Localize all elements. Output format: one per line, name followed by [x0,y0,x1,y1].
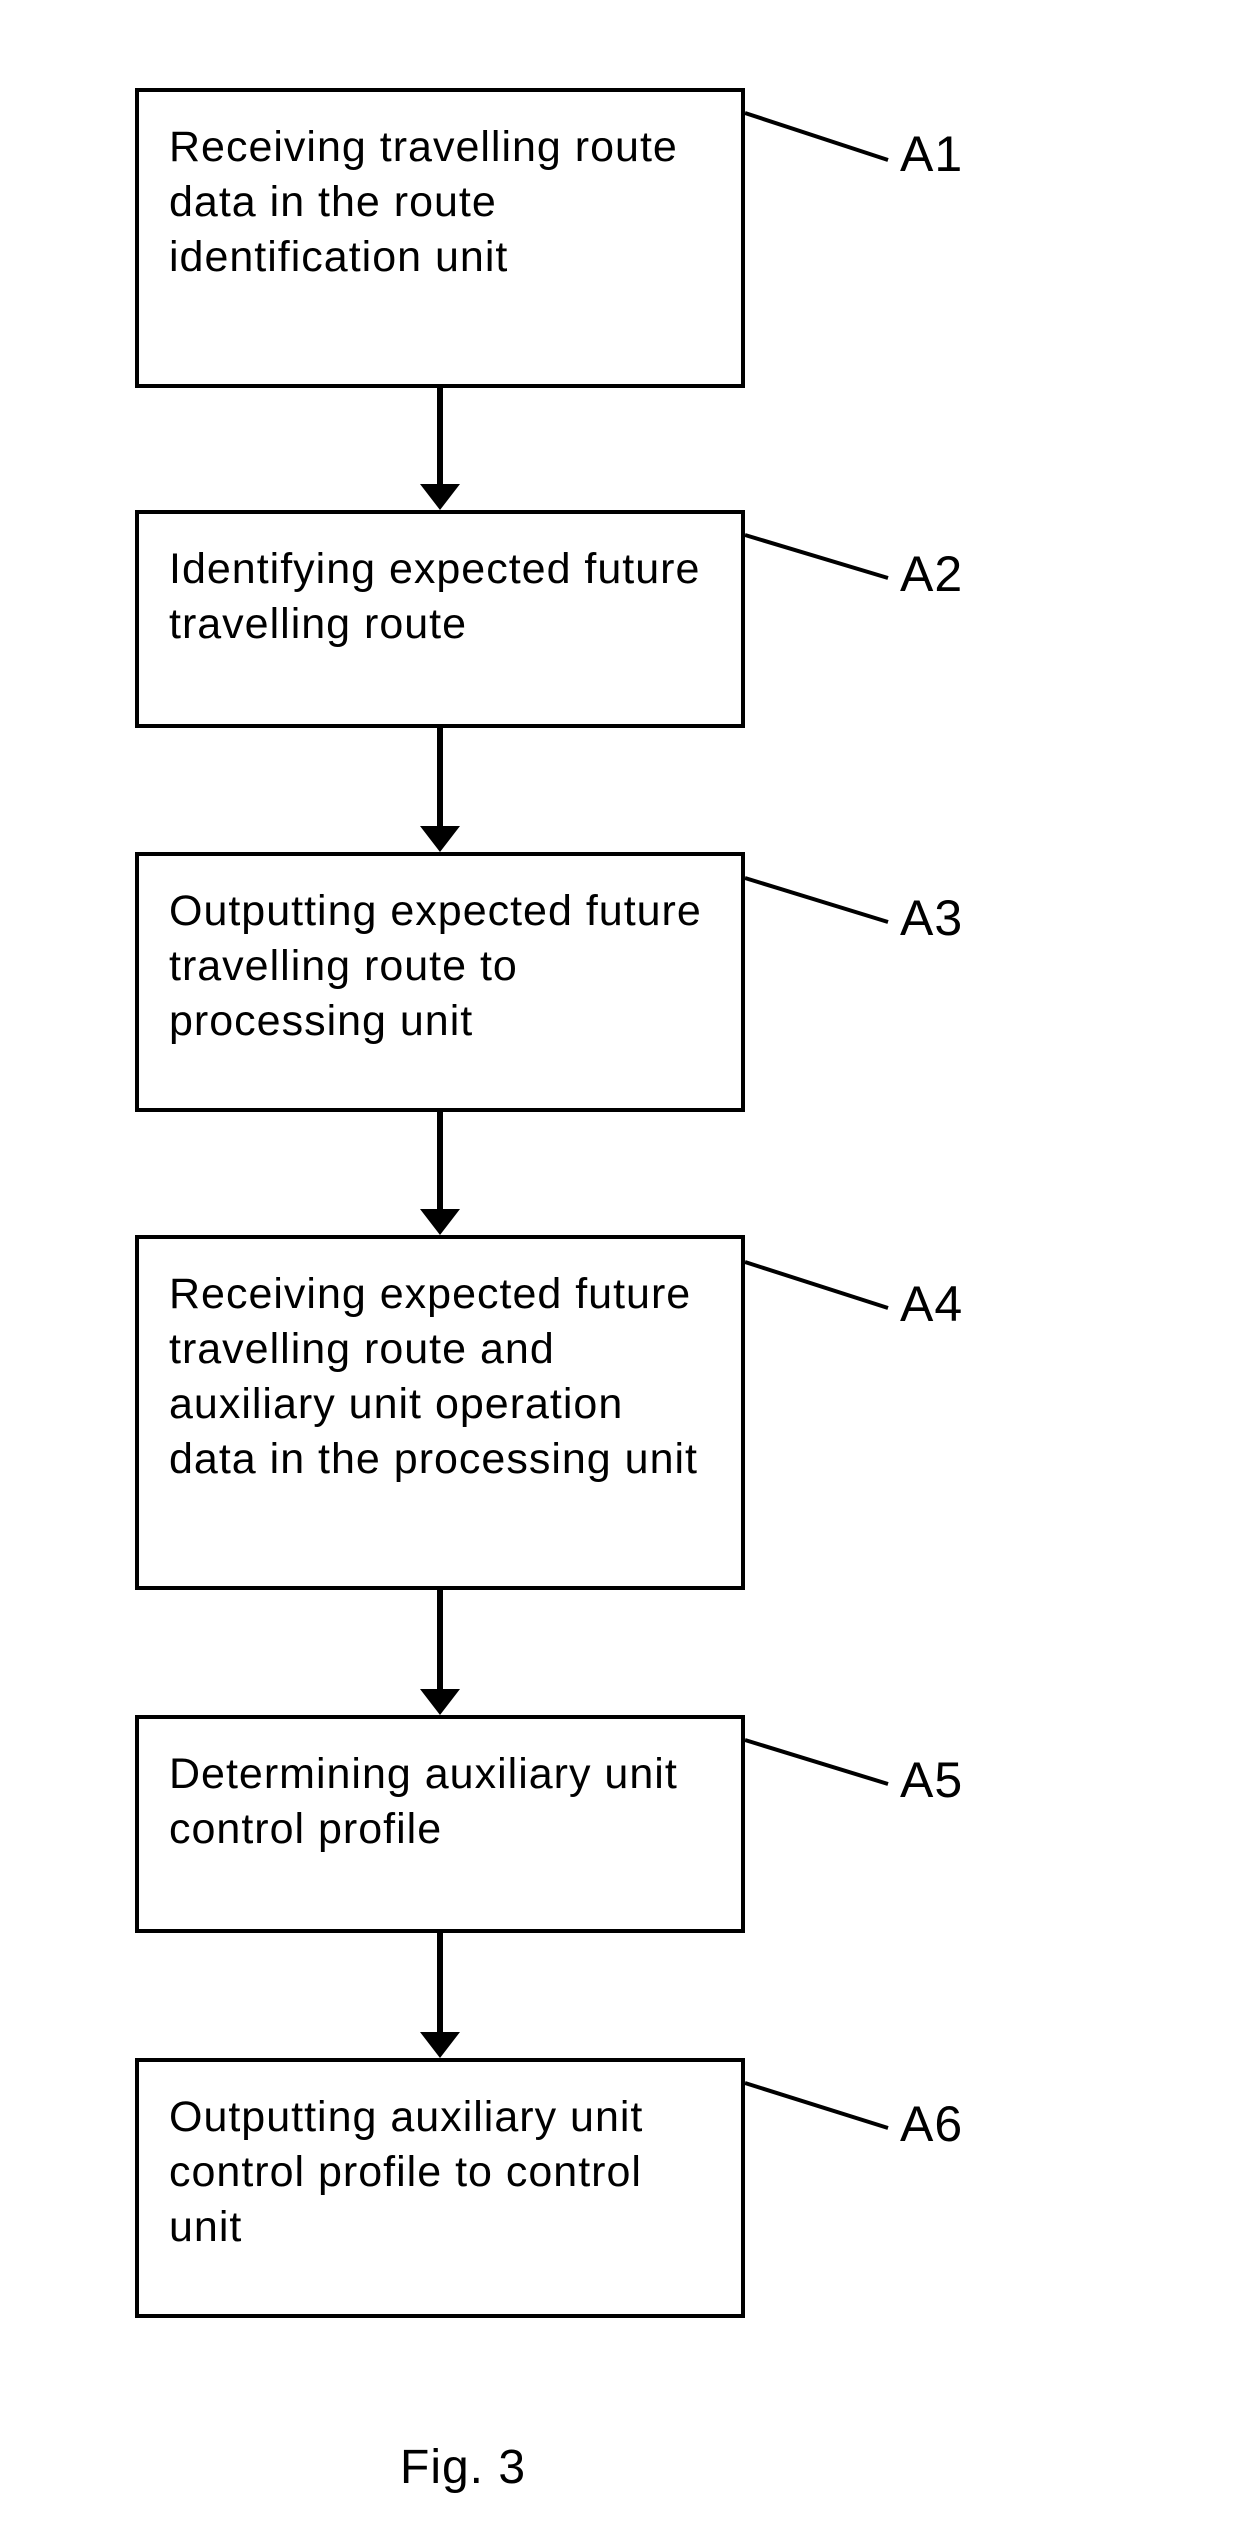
arrow-a2-to-a3 [415,728,465,852]
step-box-a3: Outputting expected future travelling ro… [135,852,745,1112]
label-connector-a1 [743,111,890,162]
step-text-a4: Receiving expected future travelling rou… [169,1267,711,1487]
step-box-a5: Determining auxiliary unit control profi… [135,1715,745,1933]
label-connector-a6 [743,2081,890,2130]
step-label-a3: A3 [900,889,963,947]
figure-caption: Fig. 3 [400,2440,526,2495]
label-connector-a3 [743,876,890,924]
step-box-a2: Identifying expected future travelling r… [135,510,745,728]
step-label-a1: A1 [900,125,963,183]
step-text-a1: Receiving travelling route data in the r… [169,120,711,285]
step-label-a4: A4 [900,1275,963,1333]
step-label-a6: A6 [900,2095,963,2153]
step-text-a2: Identifying expected future travelling r… [169,542,711,652]
step-label-a5: A5 [900,1751,963,1809]
step-label-a2: A2 [900,545,963,603]
label-connector-a2 [743,533,890,580]
step-text-a6: Outputting auxiliary unit control profil… [169,2090,711,2255]
flowchart-canvas: Receiving travelling route data in the r… [0,0,1240,2525]
step-box-a4: Receiving expected future travelling rou… [135,1235,745,1590]
step-text-a5: Determining auxiliary unit control profi… [169,1747,711,1857]
arrow-a5-to-a6 [415,1933,465,2058]
step-box-a1: Receiving travelling route data in the r… [135,88,745,388]
arrow-a1-to-a2 [415,388,465,510]
arrow-a3-to-a4 [415,1112,465,1235]
arrow-a4-to-a5 [415,1590,465,1715]
label-connector-a5 [743,1738,890,1786]
step-text-a3: Outputting expected future travelling ro… [169,884,711,1049]
step-box-a6: Outputting auxiliary unit control profil… [135,2058,745,2318]
label-connector-a4 [743,1260,890,1310]
